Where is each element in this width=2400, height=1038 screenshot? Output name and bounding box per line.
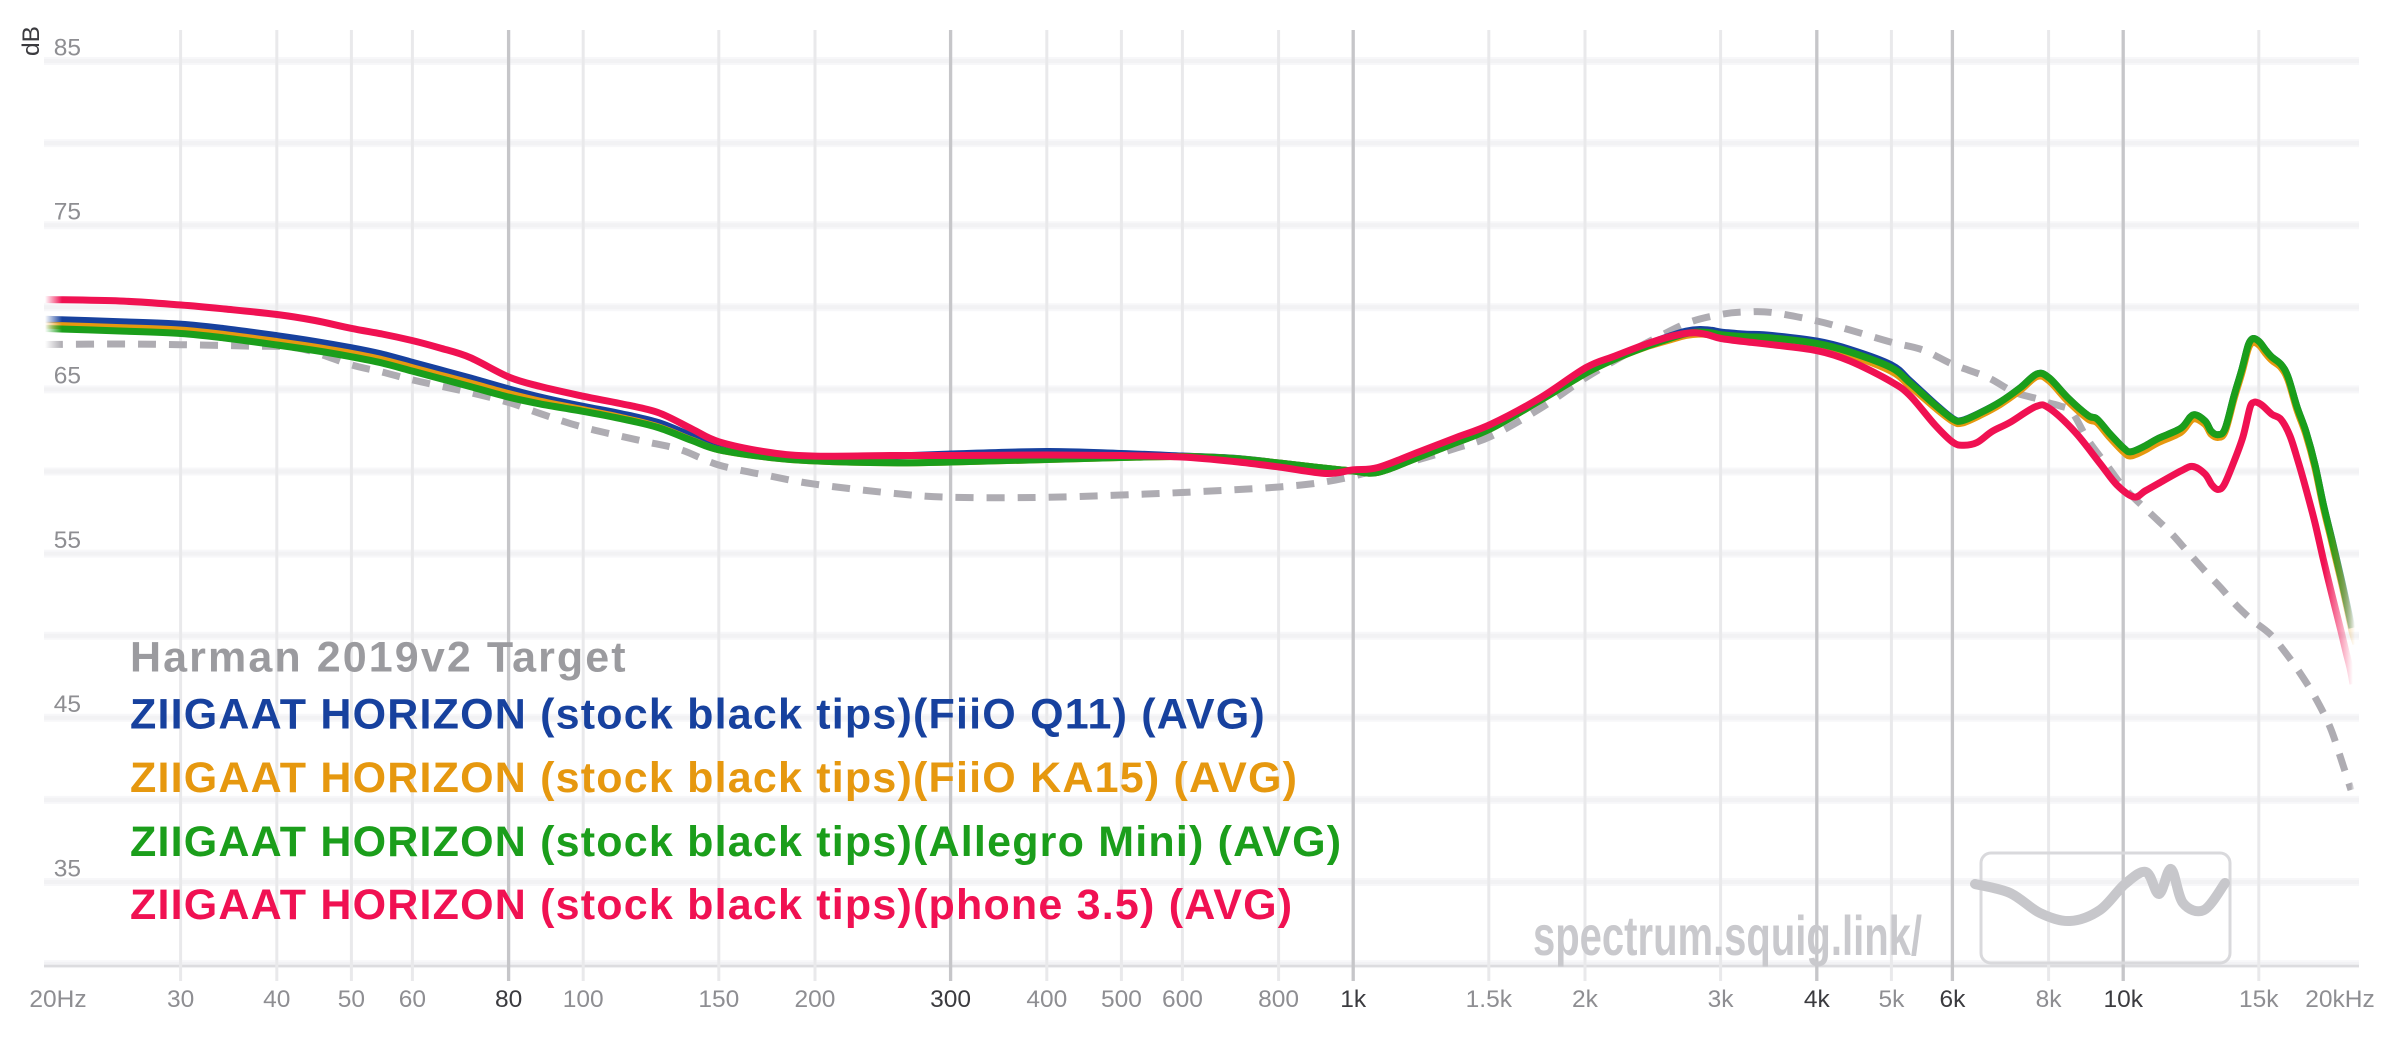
svg-text:15k: 15k bbox=[2239, 986, 2279, 1013]
svg-text:ZIIGAAT HORIZON (stock black t: ZIIGAAT HORIZON (stock black tips)(phone… bbox=[130, 881, 1293, 929]
svg-text:10k: 10k bbox=[2103, 986, 2143, 1013]
svg-text:4k: 4k bbox=[1804, 986, 1831, 1013]
svg-text:500: 500 bbox=[1101, 986, 1142, 1013]
svg-text:20kHz: 20kHz bbox=[2305, 986, 2374, 1013]
svg-text:30: 30 bbox=[167, 986, 194, 1013]
svg-text:200: 200 bbox=[795, 986, 836, 1013]
svg-text:80: 80 bbox=[495, 986, 522, 1013]
svg-text:3k: 3k bbox=[1708, 986, 1735, 1013]
svg-text:dB: dB bbox=[18, 26, 45, 56]
svg-text:8k: 8k bbox=[2036, 986, 2063, 1013]
svg-text:45: 45 bbox=[54, 691, 81, 718]
svg-text:800: 800 bbox=[1258, 986, 1299, 1013]
svg-text:20Hz: 20Hz bbox=[29, 986, 86, 1013]
svg-text:1k: 1k bbox=[1340, 986, 1367, 1013]
svg-text:2k: 2k bbox=[1572, 986, 1599, 1013]
svg-text:100: 100 bbox=[563, 986, 604, 1013]
svg-text:300: 300 bbox=[930, 986, 971, 1013]
svg-text:65: 65 bbox=[54, 363, 81, 390]
svg-text:ZIIGAAT HORIZON (stock black t: ZIIGAAT HORIZON (stock black tips)(Alleg… bbox=[130, 818, 1342, 866]
svg-text:6k: 6k bbox=[1939, 986, 1966, 1013]
svg-text:600: 600 bbox=[1162, 986, 1203, 1013]
svg-text:55: 55 bbox=[54, 527, 81, 554]
svg-text:Harman 2019v2 Target: Harman 2019v2 Target bbox=[130, 634, 628, 682]
svg-text:1.5k: 1.5k bbox=[1466, 986, 1513, 1013]
svg-text:40: 40 bbox=[263, 986, 290, 1013]
svg-text:5k: 5k bbox=[1878, 986, 1905, 1013]
svg-text:400: 400 bbox=[1026, 986, 1067, 1013]
svg-text:85: 85 bbox=[54, 34, 81, 61]
svg-text:ZIIGAAT HORIZON (stock black t: ZIIGAAT HORIZON (stock black tips)(FiiO … bbox=[130, 754, 1298, 802]
svg-text:50: 50 bbox=[338, 986, 365, 1013]
svg-text:150: 150 bbox=[698, 986, 739, 1013]
svg-text:spectrum.squig.link/: spectrum.squig.link/ bbox=[1533, 904, 1922, 967]
svg-text:ZIIGAAT HORIZON (stock black t: ZIIGAAT HORIZON (stock black tips)(FiiO … bbox=[130, 691, 1266, 739]
svg-text:35: 35 bbox=[54, 855, 81, 882]
svg-text:75: 75 bbox=[54, 199, 81, 226]
svg-text:60: 60 bbox=[399, 986, 426, 1013]
